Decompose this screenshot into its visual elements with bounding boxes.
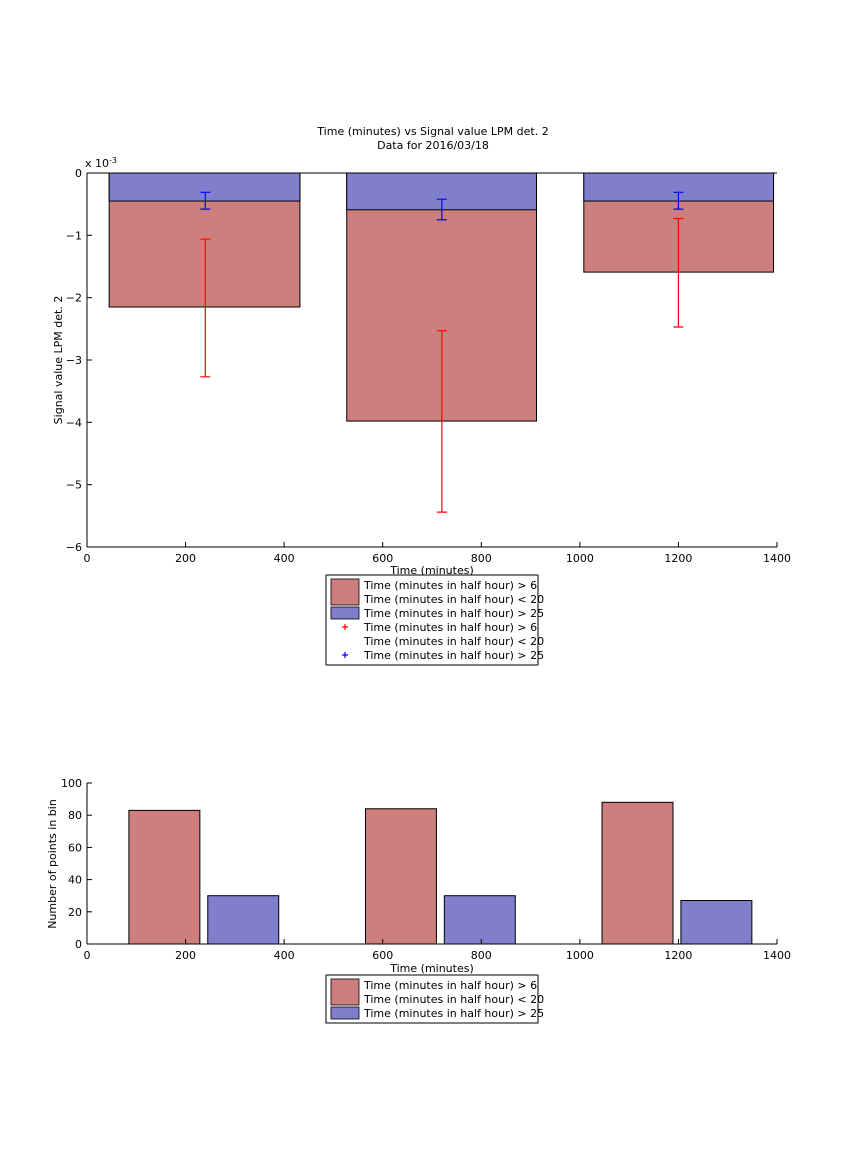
x-tick-label: 1400 [763,949,791,962]
chart1-title: Time (minutes) vs Signal value LPM det. … [316,125,548,138]
chart1-exponent-power: -3 [109,156,117,165]
y-tick-label: −1 [66,229,82,242]
bar-blue [443,895,516,945]
chart1-axes: 0 200 400 600 800 1000 1200 1400 0 −1 −2 −3 −4 −5 −6 [66,167,791,565]
y-tick-label: −6 [66,541,82,554]
legend-label: Time (minutes in half hour) < 20 [363,993,544,1006]
legend-marker [342,624,348,630]
y-tick-label: 60 [68,841,82,854]
chart2-xlabel: Time (minutes) [389,962,474,975]
chart1-subtitle: Data for 2016/03/18 [377,139,489,152]
errorbar [436,198,447,221]
legend-label: Time (minutes in half hour) > 6 [363,979,537,992]
legend-label: Time (minutes in half hour) > 6 [363,579,537,592]
chart1-exponent: x 10-3 [85,156,117,170]
y-tick-label: 100 [61,777,82,790]
bar-red [601,801,674,945]
x-tick-label: 1400 [763,552,791,565]
x-tick-label: 200 [175,949,196,962]
legend-box [325,574,539,666]
legend-swatch [330,1006,360,1020]
chart1-xlabel: Time (minutes) [389,564,474,577]
x-tick-label: 600 [372,949,393,962]
bar-blue [680,900,753,945]
chart1-exponent-base: x 10 [85,157,109,170]
x-tick-label: 400 [274,552,295,565]
legend-label: Time (minutes in half hour) > 25 [363,1007,544,1020]
y-tick-label: 80 [68,809,82,822]
legend-marker [342,652,348,658]
legend-swatch [330,606,360,620]
y-tick-label: 0 [75,938,82,951]
bar-blue [207,895,280,945]
legend-label: Time (minutes in half hour) > 6 [363,621,537,634]
x-tick-label: 800 [471,552,492,565]
y-tick-label: 40 [68,874,82,887]
x-tick-label: 1200 [664,949,692,962]
errorbar [200,191,211,210]
x-tick-label: 0 [84,552,91,565]
errorbar [673,191,684,210]
bar-red [128,809,201,945]
legend-swatch [330,978,360,1006]
x-tick-label: 600 [372,552,393,565]
x-tick-label: 400 [274,949,295,962]
errorbar [673,217,684,328]
y-tick-label: 0 [75,167,82,180]
legend-label: Time (minutes in half hour) > 25 [363,649,544,662]
chart2-axes: 0 200 400 600 800 1000 1200 1400 0 20 40 60 80 100 [61,777,791,962]
y-tick-label: 20 [68,906,82,919]
y-tick-label: −2 [66,292,82,305]
x-tick-label: 1000 [566,552,594,565]
legend-label: Time (minutes in half hour) > 25 [363,607,544,620]
bar-red [364,808,437,945]
x-tick-label: 1000 [566,949,594,962]
chart2-ylabel: Number of points in bin [46,799,59,929]
x-tick-label: 200 [175,552,196,565]
x-tick-label: 0 [84,949,91,962]
chart1-errorbars [200,191,684,513]
y-tick-label: −3 [66,354,82,367]
chart1-ylabel: Signal value LPM det. 2 [52,296,65,425]
chart2-bars [128,801,753,945]
errorbar [200,238,211,378]
y-tick-label: −4 [66,416,82,429]
legend-label: Time (minutes in half hour) < 20 [363,593,544,606]
legend-label: Time (minutes in half hour) < 20 [363,635,544,648]
legend-swatch [330,578,360,606]
bar-blue [108,172,301,202]
x-tick-label: 800 [471,949,492,962]
legend-box [325,974,539,1024]
errorbar [436,330,447,513]
y-tick-label: −5 [66,479,82,492]
x-tick-label: 1200 [664,552,692,565]
